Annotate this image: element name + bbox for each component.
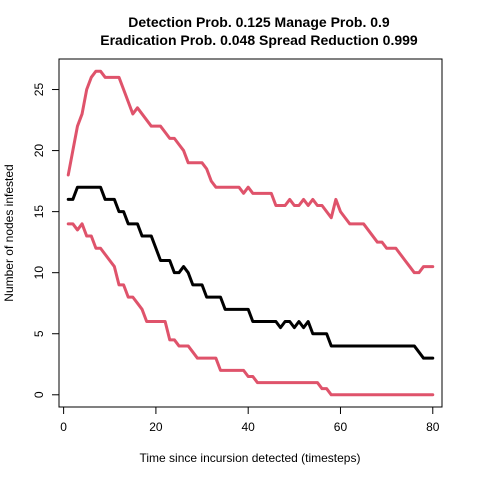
y-tick-label: 25 <box>32 83 46 97</box>
series-lower-line <box>66 222 435 397</box>
x-tick-label: 40 <box>242 420 256 434</box>
y-tick-label: 0 <box>32 391 46 398</box>
plot-frame <box>58 58 443 408</box>
y-tick-label: 20 <box>32 144 46 158</box>
x-tick-label: 80 <box>426 420 440 434</box>
series-median-line <box>66 185 435 360</box>
y-axis-label: Number of nodes infested <box>2 164 16 301</box>
x-tick-label: 60 <box>334 420 348 434</box>
x-axis: 0 20 40 60 80 <box>60 406 440 434</box>
x-tick-label: 0 <box>60 420 67 434</box>
x-tick-label: 20 <box>149 420 163 434</box>
y-tick-label: 15 <box>32 205 46 219</box>
chart-title-line-1: Detection Prob. 0.125 Manage Prob. 0.9 <box>128 14 390 30</box>
x-axis-label: Time since incursion detected (timesteps… <box>140 451 361 465</box>
series-upper-line <box>66 69 435 275</box>
y-tick-label: 5 <box>32 330 46 337</box>
y-axis: 0 5 10 15 20 25 <box>32 83 60 398</box>
y-tick-label: 10 <box>32 266 46 280</box>
chart-title-line-2: Eradication Prob. 0.048 Spread Reduction… <box>100 32 418 48</box>
series-layer <box>66 69 435 397</box>
